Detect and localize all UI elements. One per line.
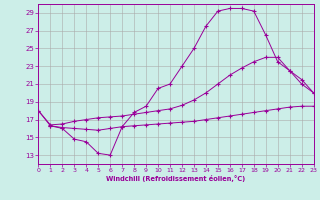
X-axis label: Windchill (Refroidissement éolien,°C): Windchill (Refroidissement éolien,°C) (106, 175, 246, 182)
